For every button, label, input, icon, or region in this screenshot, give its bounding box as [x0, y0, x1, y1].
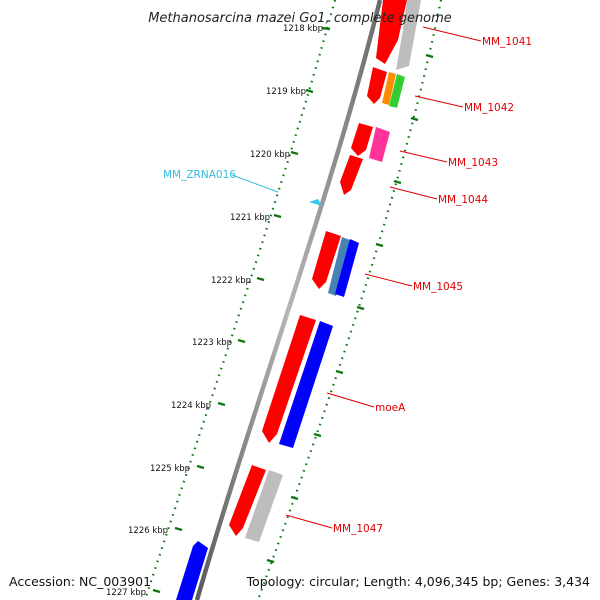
- leader-line-mm1044: [389, 186, 438, 200]
- genome-backbone: [194, 0, 383, 600]
- tick-mark-1226: [174, 526, 183, 532]
- feature-arrows: [176, 0, 421, 600]
- leader-line-mm1042: [414, 95, 464, 108]
- gene-label-mm1044[interactable]: MM_1044: [438, 194, 488, 206]
- gene-label-mm-zrna016[interactable]: MM_ZRNA016: [163, 169, 236, 181]
- tick-label-1226: 1226 kbp: [128, 526, 168, 536]
- tick-label-1225: 1225 kbp: [150, 464, 190, 474]
- tick-label-1221: 1221 kbp: [230, 213, 270, 223]
- forward-cds-1044[interactable]: [340, 155, 363, 195]
- gene-labels: MM_1041 MM_1042 MM_1043 MM_1044 MM_1045 …: [163, 36, 532, 535]
- tick-mark-1219: [305, 88, 314, 94]
- reverse-cds-green[interactable]: [389, 74, 405, 108]
- leader-line-mm1047: [285, 514, 333, 529]
- outer-tick-9: [266, 558, 275, 564]
- gene-label-mm1043[interactable]: MM_1043: [448, 157, 498, 169]
- accession-label: Accession: NC_003901: [9, 574, 151, 589]
- outer-tick-7: [313, 432, 322, 438]
- outer-tick-2: [410, 116, 419, 122]
- forward-cds-1041[interactable]: [376, 0, 407, 64]
- reverse-cds-moeA[interactable]: [279, 321, 333, 448]
- forward-cds-1047[interactable]: [229, 465, 266, 536]
- tick-label-1219: 1219 kbp: [266, 87, 306, 97]
- tick-label-1223: 1223 kbp: [192, 338, 232, 348]
- tick-mark-1218: [321, 26, 331, 31]
- forward-cds-1042[interactable]: [367, 67, 387, 104]
- tick-mark-1221: [273, 213, 282, 219]
- rna-feature-zrna016[interactable]: [309, 199, 322, 206]
- forward-cds-1048[interactable]: [176, 541, 208, 600]
- genome-summary-label: Topology: circular; Length: 4,096,345 bp…: [246, 574, 590, 589]
- label-leader-lines: [231, 26, 482, 529]
- tick-mark-1222: [256, 276, 265, 282]
- reverse-cds-1047[interactable]: [245, 470, 283, 542]
- tick-label-1224: 1224 kbp: [171, 401, 211, 411]
- gene-label-mm1041[interactable]: MM_1041: [482, 36, 532, 48]
- reverse-cds-steelblue[interactable]: [328, 237, 350, 296]
- tick-label-1222: 1222 kbp: [211, 276, 251, 286]
- gene-label-moeA[interactable]: moeA: [375, 402, 406, 414]
- tick-label-1218: 1218 kbp: [283, 24, 323, 34]
- forward-cds-1046[interactable]: [262, 315, 316, 443]
- outer-tick-5: [356, 305, 365, 311]
- leader-line-mm1041: [422, 26, 482, 42]
- outer-tick-6: [335, 369, 344, 375]
- outer-tick-3: [393, 179, 402, 185]
- gene-label-mm1047[interactable]: MM_1047: [333, 523, 383, 535]
- reverse-cds-orange[interactable]: [382, 72, 396, 105]
- forward-cds-1043[interactable]: [351, 123, 373, 156]
- gene-label-mm1045[interactable]: MM_1045: [413, 281, 463, 293]
- reverse-cds-1045[interactable]: [335, 239, 359, 297]
- inner-dotted-track: [143, 0, 337, 600]
- tick-mark-1224: [217, 401, 226, 407]
- map-title: Methanosarcina mazei Go1, complete genom…: [148, 11, 452, 26]
- reverse-cds-1041[interactable]: [396, 0, 421, 70]
- reverse-cds-magenta[interactable]: [369, 127, 390, 162]
- tick-label-1227: 1227 kbp: [106, 588, 146, 598]
- outer-tick-marks: [266, 53, 434, 564]
- tick-marks: [152, 26, 331, 594]
- outer-tick-8: [290, 495, 299, 501]
- tick-labels: 1218 kbp 1219 kbp 1220 kbp 1221 kbp 1222…: [106, 24, 323, 598]
- leader-line-moeA: [326, 392, 375, 408]
- outer-tick-4: [375, 242, 384, 248]
- tick-mark-1225: [196, 464, 205, 470]
- forward-cds-1045[interactable]: [312, 231, 341, 289]
- leader-line-mm1043: [399, 150, 448, 163]
- tick-label-1220: 1220 kbp: [250, 150, 290, 160]
- leader-line-zrna016: [231, 174, 279, 193]
- tick-mark-1227: [152, 588, 161, 594]
- tick-mark-1223: [237, 338, 246, 344]
- gene-label-mm1042[interactable]: MM_1042: [464, 102, 514, 114]
- outer-tick-1: [425, 53, 434, 59]
- tick-mark-1220: [290, 150, 299, 156]
- leader-line-mm1045: [364, 273, 413, 287]
